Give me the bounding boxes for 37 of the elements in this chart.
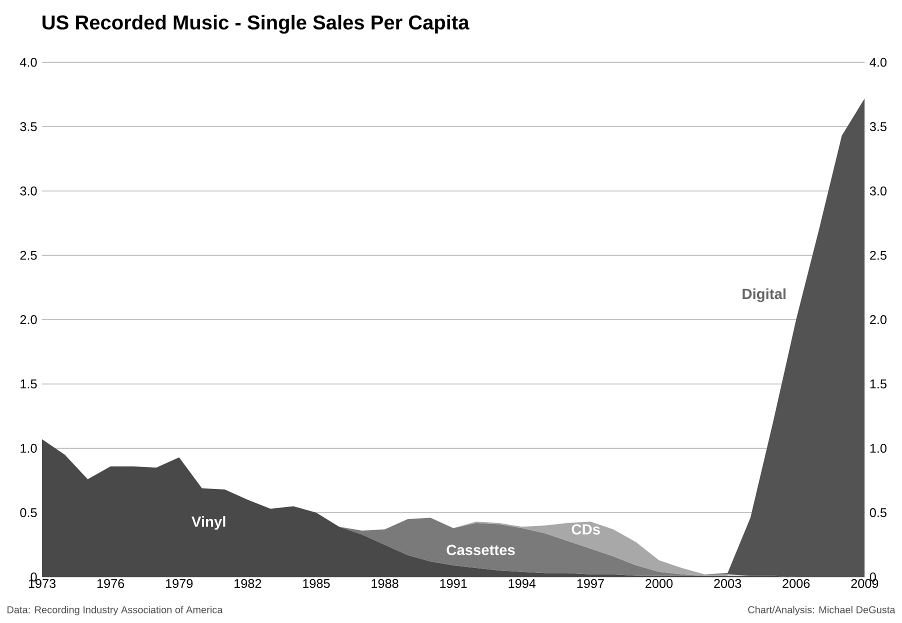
y2-tick-label: 1.0 xyxy=(870,444,886,453)
y2-tick-label: 3.5 xyxy=(870,122,886,132)
x-tick-label: 1985 xyxy=(303,579,330,588)
x-tick-label: 1988 xyxy=(372,579,398,588)
text: Chart/Analysis: Michael DeGusta xyxy=(748,606,896,616)
series-label: Cassettes xyxy=(446,544,515,556)
text: Data: Recording Industry Association of America xyxy=(8,606,223,616)
y-tick-label: 2.5 xyxy=(20,250,37,260)
x-tick-label: 1976 xyxy=(97,579,124,588)
y-tick-label: 1.0 xyxy=(20,444,37,453)
y2-tick-label: 2.5 xyxy=(870,250,886,260)
series-label: Digital xyxy=(742,288,786,302)
y2-tick-label: 3.0 xyxy=(870,186,886,196)
x-tick-label: 2000 xyxy=(646,579,673,588)
y-tick-label: 2.0 xyxy=(20,315,37,324)
y-tick-label: 1.5 xyxy=(20,380,37,388)
series-label: Vinyl xyxy=(192,516,226,530)
y-tick-label: 0 xyxy=(30,572,37,582)
y-tick-label: 3.5 xyxy=(20,122,37,132)
y-tick-label: 4.0 xyxy=(20,58,37,67)
y-tick-label: 3.0 xyxy=(20,186,37,196)
x-tick-label: 1973 xyxy=(28,579,56,588)
series-label: CDs xyxy=(572,524,600,535)
y2-tick-label: 4.0 xyxy=(870,58,886,67)
x-tick-label: 1994 xyxy=(508,579,536,588)
chart-title: US Recorded Music - Single Sales Per Capita xyxy=(42,14,470,34)
y2-tick-label: 2.0 xyxy=(870,315,886,324)
x-tick-label: 2009 xyxy=(851,579,878,588)
y2-tick-label: 0.5 xyxy=(870,508,886,518)
y-tick-label: 0.5 xyxy=(20,508,37,518)
x-tick-label: 1997 xyxy=(577,579,604,588)
x-tick-label: 2006 xyxy=(782,579,810,588)
y2-tick-label: 1.5 xyxy=(870,380,886,388)
x-tick-label: 1982 xyxy=(234,579,262,588)
x-tick-label: 1991 xyxy=(440,579,467,588)
x-tick-label: 1979 xyxy=(166,579,193,588)
x-tick-label: 2003 xyxy=(714,579,742,588)
